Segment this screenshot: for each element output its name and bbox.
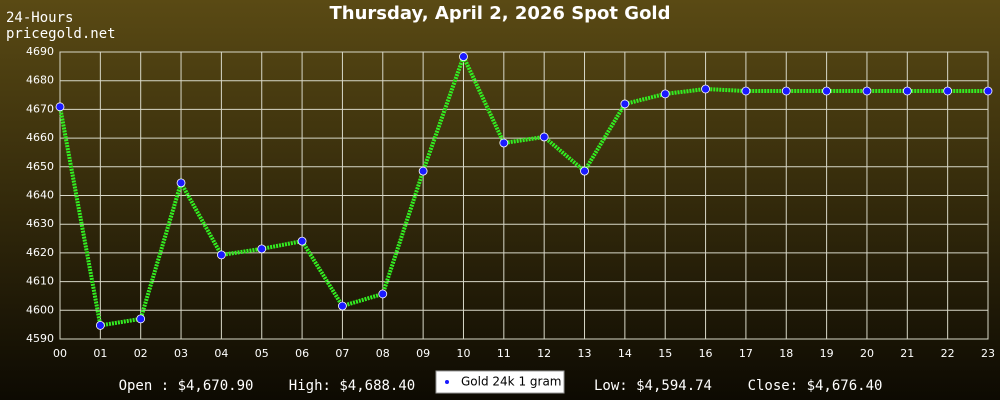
corner-text: pricegold.net (6, 26, 116, 42)
x-tick-label: 22 (941, 347, 955, 360)
y-tick-label: 4610 (26, 275, 54, 288)
x-tick-label: 15 (658, 347, 672, 360)
data-point (136, 314, 146, 324)
x-tick-label: 08 (376, 347, 390, 360)
data-line (58, 51, 988, 328)
stat-text: Open : $4,670.90 (119, 378, 254, 394)
x-tick-label: 12 (537, 347, 551, 360)
x-tick-label: 20 (860, 347, 874, 360)
data-point (620, 99, 630, 109)
y-tick-label: 4600 (26, 303, 54, 316)
data-point (660, 89, 670, 99)
data-point (983, 86, 993, 96)
stat-text: Close: $4,676.40 (748, 378, 883, 394)
legend-marker (445, 380, 449, 384)
x-tick-label: 14 (618, 347, 632, 360)
data-point (701, 84, 710, 94)
x-tick-label: 17 (739, 347, 753, 360)
data-point (539, 132, 549, 142)
y-tick-label: 4640 (26, 189, 54, 202)
x-tick-label: 06 (295, 347, 309, 360)
y-tick-label: 4670 (26, 102, 54, 115)
data-point (902, 86, 912, 96)
stat-text: High: $4,688.40 (289, 378, 415, 394)
x-tick-label: 16 (699, 347, 713, 360)
y-tick-label: 4690 (26, 45, 54, 58)
x-tick-label: 04 (214, 347, 228, 360)
y-tick-label: 4650 (26, 160, 54, 173)
data-point (580, 166, 589, 176)
y-tick-label: 4630 (26, 217, 54, 230)
data-point (297, 236, 307, 246)
x-tick-label: 00 (53, 347, 67, 360)
data-point (95, 320, 105, 330)
x-tick-label: 02 (134, 347, 148, 360)
x-tick-label: 11 (497, 347, 511, 360)
data-point (862, 86, 872, 96)
x-tick-label: 18 (779, 347, 793, 360)
y-tick-label: 4590 (26, 332, 54, 345)
data-point (741, 86, 751, 96)
x-tick-label: 03 (174, 347, 188, 360)
data-point (257, 244, 267, 254)
data-point (781, 86, 791, 96)
y-tick-label: 4620 (26, 246, 54, 259)
x-tick-label: 05 (255, 347, 269, 360)
x-tick-label: 19 (820, 347, 834, 360)
legend-label: Gold 24k 1 gram (461, 375, 561, 389)
data-point (55, 102, 65, 112)
x-tick-label: 09 (416, 347, 430, 360)
x-tick-label: 07 (335, 347, 349, 360)
chart-title: Thursday, April 2, 2026 Spot Gold (330, 3, 671, 24)
x-tick-label: 13 (578, 347, 592, 360)
stat-text: Low: $4,594.74 (594, 378, 712, 394)
data-point (378, 289, 388, 299)
x-tick-label: 10 (456, 347, 470, 360)
x-tick-label: 21 (900, 347, 914, 360)
x-tick-label: 23 (981, 347, 995, 360)
legend (435, 370, 565, 394)
x-tick-label: 01 (93, 347, 107, 360)
data-point (418, 166, 428, 176)
y-tick-label: 4680 (26, 74, 54, 87)
data-point (943, 86, 953, 96)
data-point (459, 52, 468, 61)
corner-text: 24-Hours (6, 10, 73, 26)
legend-box (435, 370, 565, 394)
data-point (176, 178, 186, 188)
y-tick-label: 4660 (26, 131, 54, 144)
data-point (338, 301, 347, 311)
data-point (499, 138, 509, 148)
data-point (216, 250, 226, 260)
data-point (822, 86, 832, 96)
